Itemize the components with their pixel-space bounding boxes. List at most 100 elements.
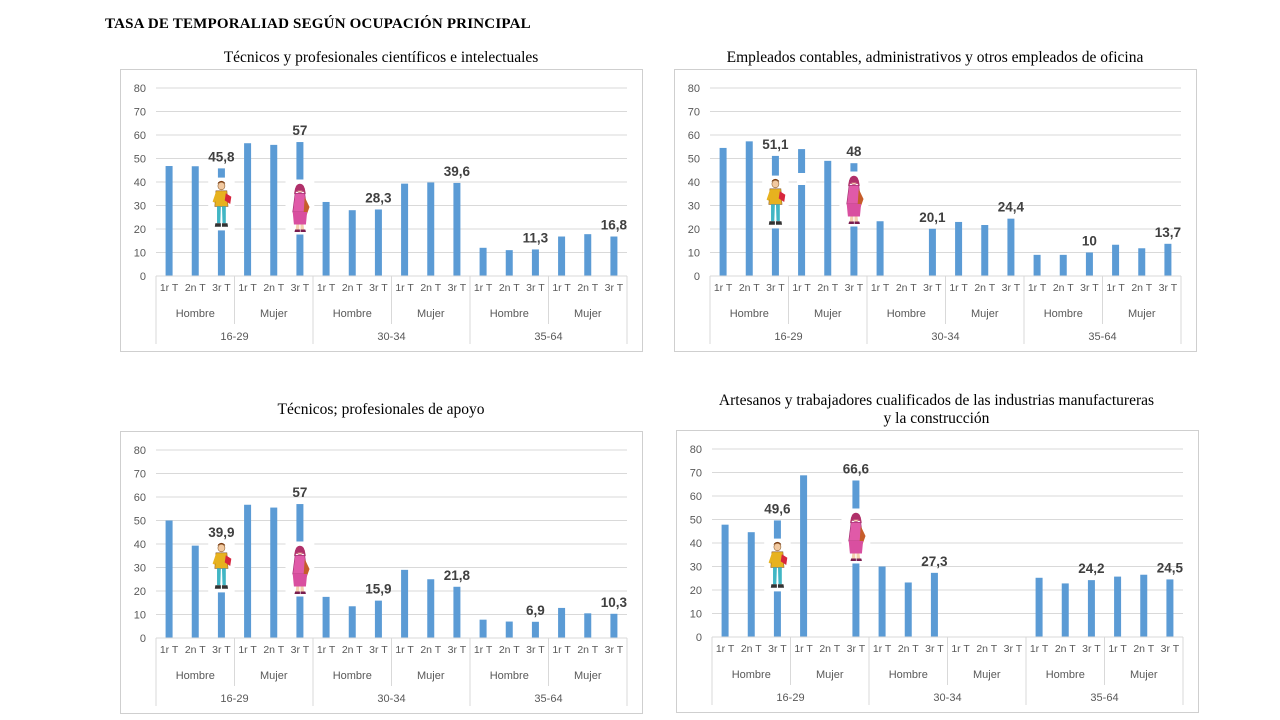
chart-title-3: Técnicos; profesionales de apoyo — [120, 401, 642, 419]
y-tick-label: 80 — [134, 445, 146, 457]
quarter-label: 1r T — [1108, 643, 1127, 655]
data-label: 28,3 — [365, 190, 392, 205]
y-tick-label: 60 — [134, 492, 146, 504]
age-group-label: 35-64 — [534, 331, 562, 343]
data-label: 66,6 — [843, 461, 870, 476]
chart-title-2: Empleados contables, administrativos y o… — [674, 49, 1196, 67]
sex-label: Hombre — [730, 308, 769, 320]
bar — [1140, 574, 1148, 637]
chart-2-svg: 0 10 20 30 40 50 60 70 80 51,1 48 20,1 24,4 10 13,7 1r … — [688, 83, 1182, 344]
data-label: 49,6 — [764, 501, 791, 516]
bar — [348, 606, 356, 638]
data-label: 24,2 — [1078, 561, 1104, 576]
quarter-label: 2n T — [185, 644, 206, 656]
y-tick-label: 30 — [134, 563, 146, 575]
quarter-label: 3r T — [369, 644, 388, 656]
sex-label: Hombre — [490, 670, 529, 682]
quarter-label: 3r T — [526, 282, 545, 294]
bar — [1164, 243, 1172, 276]
quarter-label: 3r T — [1004, 643, 1023, 655]
bar — [1061, 583, 1069, 637]
bar — [322, 596, 330, 638]
quarter-label: 3r T — [1080, 282, 1099, 294]
y-tick-label: 30 — [134, 201, 146, 213]
bar — [453, 586, 461, 638]
data-label: 16,8 — [601, 218, 628, 233]
quarter-label: 1r T — [160, 282, 179, 294]
sex-label: Hombre — [732, 669, 771, 681]
chart-title-4: Artesanos y trabajadores cualificados de… — [664, 392, 1209, 428]
y-tick-label: 10 — [134, 610, 146, 622]
age-group-label: 35-64 — [1090, 692, 1118, 704]
bar — [930, 572, 938, 637]
quarter-label: 3r T — [923, 282, 942, 294]
bar — [610, 236, 618, 276]
page-title: TASA DE TEMPORALIAD SEGÚN OCUPACIÓN PRIN… — [105, 16, 531, 32]
y-tick-label: 60 — [690, 491, 702, 503]
quarter-label: 1r T — [873, 643, 892, 655]
bar — [270, 507, 278, 638]
y-tick-label: 40 — [688, 177, 700, 189]
y-tick-label: 60 — [134, 130, 146, 142]
bar — [955, 221, 963, 276]
y-tick-label: 20 — [134, 224, 146, 236]
quarter-label: 1r T — [871, 282, 890, 294]
quarter-label: 3r T — [1002, 282, 1021, 294]
sex-label: Hombre — [176, 670, 215, 682]
quarter-label: 3r T — [448, 282, 467, 294]
data-label: 15,9 — [365, 582, 391, 597]
man-figure-icon — [762, 175, 789, 229]
data-label: 27,3 — [921, 554, 948, 569]
bar — [505, 621, 513, 638]
bar — [322, 201, 330, 276]
bar — [904, 582, 912, 637]
quarter-label: 2n T — [499, 644, 520, 656]
y-tick-label: 0 — [694, 271, 700, 283]
bar — [798, 149, 806, 276]
bar — [1087, 580, 1095, 637]
bar — [165, 166, 173, 276]
quarter-label: 1r T — [716, 643, 735, 655]
sex-label: Mujer — [971, 308, 999, 320]
bar — [1059, 254, 1067, 276]
y-tick-label: 80 — [134, 83, 146, 95]
chart-1-svg: 0 10 20 30 40 50 60 70 80 45,8 57 28,3 39,6 11,3 16,8 1… — [134, 83, 628, 344]
chart-3-svg: 0 10 20 30 40 50 60 70 80 39,9 57 15,9 21,8 6,9 10,3 1r… — [134, 445, 628, 706]
y-tick-label: 30 — [690, 562, 702, 574]
y-tick-label: 10 — [688, 248, 700, 260]
chart-title-4-line-2: y la construcción — [883, 410, 990, 427]
quarter-label: 2n T — [819, 643, 840, 655]
quarter-label: 2n T — [976, 643, 997, 655]
data-label: 13,7 — [1155, 225, 1181, 240]
y-tick-label: 50 — [134, 154, 146, 166]
quarter-label: 3r T — [605, 644, 624, 656]
data-label: 57 — [292, 123, 307, 138]
chart-panel-1: 0 10 20 30 40 50 60 70 80 45,8 57 28,3 39,6 11,3 16,8 1… — [120, 69, 643, 352]
quarter-label: 2n T — [499, 282, 520, 294]
data-label: 51,1 — [762, 137, 789, 152]
bar-gap — [797, 173, 807, 185]
chart-title-2-line-1: Empleados contables, administrativos y o… — [726, 49, 1144, 66]
y-tick-label: 50 — [690, 515, 702, 527]
bar — [244, 143, 252, 276]
quarter-label: 1r T — [794, 643, 813, 655]
chart-title-1-line-1: Técnicos y profesionales científicos e i… — [223, 49, 539, 66]
data-label: 48 — [846, 144, 862, 159]
age-group-label: 30-34 — [377, 331, 405, 343]
quarter-label: 3r T — [768, 643, 787, 655]
y-tick-label: 10 — [690, 609, 702, 621]
quarter-label: 2n T — [185, 282, 206, 294]
quarter-label: 1r T — [714, 282, 733, 294]
quarter-label: 2n T — [577, 282, 598, 294]
quarter-label: 3r T — [1159, 282, 1178, 294]
quarter-label: 3r T — [212, 282, 231, 294]
quarter-label: 1r T — [792, 282, 811, 294]
bar — [584, 234, 592, 276]
woman-figure-icon — [839, 171, 869, 227]
bar — [719, 147, 727, 276]
woman-figure-icon — [285, 541, 315, 597]
quarter-label: 2n T — [896, 282, 917, 294]
man-figure-icon — [764, 538, 791, 592]
quarter-label: 2n T — [263, 644, 284, 656]
quarter-label: 3r T — [1161, 643, 1180, 655]
